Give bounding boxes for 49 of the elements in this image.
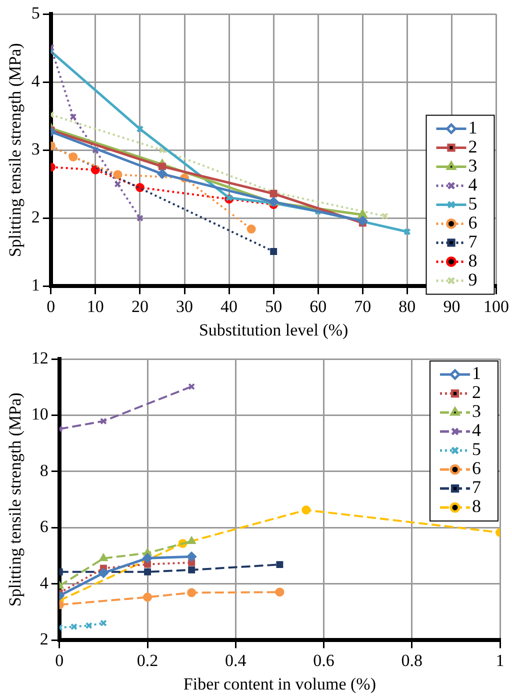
x-tick-label: 30 — [176, 296, 194, 316]
x-tick-label: 80 — [398, 296, 416, 316]
legend-label: 4 — [472, 420, 481, 440]
legend-label: 2 — [468, 136, 478, 156]
legend-label: 8 — [468, 250, 478, 270]
x-tick-label: 10 — [86, 296, 104, 316]
legend-label: 8 — [472, 496, 481, 516]
legend-label: 1 — [472, 363, 481, 384]
x-tick-label: 70 — [354, 296, 372, 316]
x-tick-label: 0.4 — [225, 650, 247, 670]
x-tick-label: 50 — [265, 296, 282, 316]
y-axis-title: Splitting tensile strength (MPa) — [6, 392, 25, 607]
y-tick-label: 5 — [31, 3, 40, 22]
y-tick-label: 3 — [31, 140, 40, 159]
legend-label: 2 — [472, 382, 481, 402]
x-tick-label: 60 — [310, 296, 327, 316]
legend-label: 3 — [468, 155, 478, 176]
x-tick-label: 20 — [131, 296, 148, 316]
legend-label: 1 — [468, 117, 478, 138]
legend-label: 5 — [472, 439, 481, 460]
x-tick-label: 100 — [484, 296, 509, 316]
x-tick-label: 0.8 — [401, 650, 423, 670]
x-tick-label: 90 — [443, 296, 460, 316]
y-tick-label: 10 — [31, 404, 48, 424]
y-tick-label: 2 — [31, 208, 40, 227]
y-tick-label: 8 — [40, 460, 48, 480]
x-tick-label: 40 — [220, 296, 238, 316]
y-tick-label: 2 — [40, 630, 48, 649]
legend-label: 4 — [468, 174, 478, 194]
x-tick-label: 1 — [496, 650, 504, 670]
x-tick-label: 0.2 — [136, 650, 158, 670]
y-tick-label: 4 — [31, 72, 40, 91]
x-axis-title: Substitution level (%) — [198, 320, 348, 340]
legend-label: 3 — [472, 401, 481, 422]
y-axis-title: Splitting tensile strength (MPa) — [6, 43, 25, 258]
x-axis-title: Fiber content in volume (%) — [183, 674, 376, 694]
legend-label: 9 — [468, 269, 478, 290]
x-tick-label: 0 — [46, 296, 56, 316]
y-tick-label: 12 — [31, 348, 48, 368]
legend-label: 6 — [468, 212, 478, 232]
y-tick-label: 4 — [40, 573, 49, 592]
x-tick-label: 0 — [55, 650, 64, 670]
x-tick-label: 0.6 — [313, 650, 334, 670]
y-tick-label: 6 — [40, 517, 48, 536]
legend-label: 7 — [472, 477, 481, 498]
y-tick-label: 1 — [31, 276, 40, 295]
legend-label: 5 — [468, 193, 478, 214]
legend-label: 7 — [468, 231, 478, 252]
legend-label: 6 — [472, 458, 481, 478]
